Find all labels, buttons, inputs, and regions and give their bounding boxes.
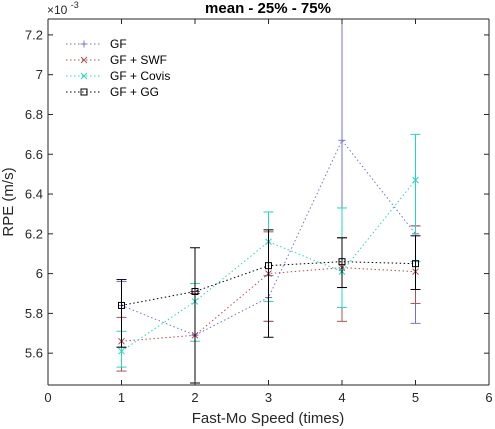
- axes: 0 1 2 3 4 5 6 5.6 5.8 6 6.2 6.4 6.6 6.8 7 7.2: [25, 18, 493, 405]
- y-tick-label: 5.6: [25, 346, 43, 361]
- legend-item-1: GF + SWF: [66, 53, 167, 67]
- x-tick-label: 1: [118, 390, 125, 405]
- x-tick-label: 3: [265, 390, 272, 405]
- y-exponent: ×10 -3: [47, 0, 79, 17]
- x-tick-label: 5: [412, 390, 419, 405]
- chart-title: mean - 25% - 75%: [205, 0, 331, 17]
- x-tick-label: 6: [485, 390, 492, 405]
- legend-label: GF + SWF: [110, 53, 167, 67]
- y-axis-label: RPE (m/s): [0, 167, 17, 236]
- y-tick-label: 7.2: [25, 27, 43, 42]
- data-point: [118, 301, 125, 309]
- legend-label: GF: [110, 37, 127, 51]
- legend-marker: [80, 88, 88, 96]
- y-exponent-base: ×10: [47, 3, 68, 17]
- series-line: [121, 261, 416, 306]
- data-point: [191, 288, 199, 296]
- data-point-b: [412, 176, 419, 184]
- data-point: [412, 260, 419, 268]
- legend-item-0: GF: [66, 37, 127, 51]
- y-tick-label: 6.4: [25, 187, 43, 202]
- legend-item-3: GF + GG: [66, 85, 159, 99]
- data-point: [338, 258, 346, 266]
- legend: GF GF + SWF GF + Covis GF + GG: [66, 37, 170, 99]
- legend-marker-b: [80, 56, 88, 64]
- y-exponent-power: -3: [71, 0, 79, 10]
- x-tick-label: 0: [44, 390, 51, 405]
- y-tick-label: 5.8: [25, 306, 43, 321]
- y-tick-label: 6.2: [25, 226, 43, 241]
- y-tick-label: 6: [36, 266, 43, 281]
- series-3: [116, 229, 421, 384]
- data-point: [265, 262, 272, 270]
- x-tick-label: 2: [191, 390, 198, 405]
- legend-label: GF + Covis: [110, 69, 170, 83]
- x-tick-label: 4: [338, 390, 345, 405]
- series-line: [121, 139, 416, 336]
- y-tick-label: 7: [36, 67, 43, 82]
- legend-item-2: GF + Covis: [66, 69, 170, 83]
- y-tick-label: 6.6: [25, 147, 43, 162]
- data-point-b: [118, 347, 125, 355]
- legend-marker-b: [80, 72, 88, 80]
- series-line: [121, 267, 416, 342]
- series-group: [116, 18, 421, 384]
- x-axis-label: Fast-Mo Speed (times): [192, 410, 345, 427]
- y-tick-label: 6.8: [25, 107, 43, 122]
- legend-label: GF + GG: [110, 85, 159, 99]
